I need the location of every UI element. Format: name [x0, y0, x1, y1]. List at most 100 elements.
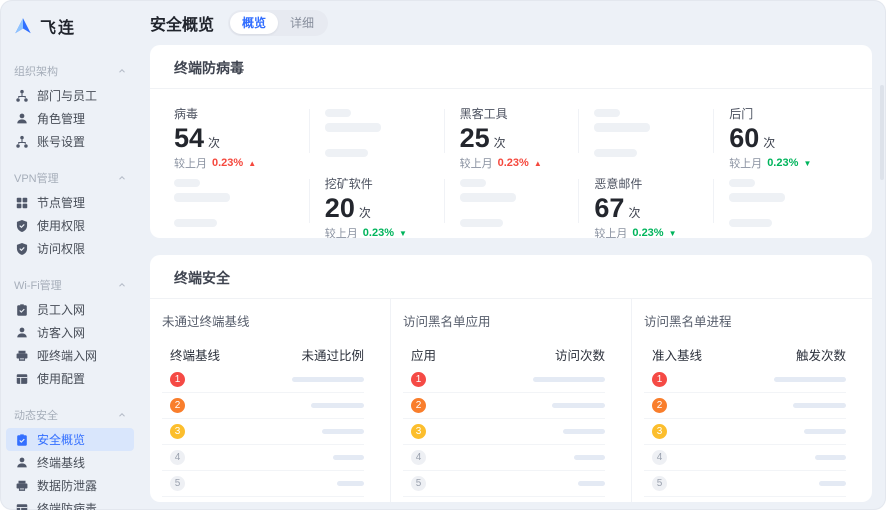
sidebar-item[interactable]: 使用配置: [6, 367, 134, 390]
rank-badge: 5: [170, 476, 185, 491]
stat-value: 60 次: [729, 123, 776, 153]
sidebar-item-label: 数据防泄露: [37, 479, 98, 493]
sidebar-item-label: 账号设置: [37, 135, 86, 149]
stat-label: 病毒: [174, 107, 199, 121]
sidebar-item[interactable]: 终端防病毒: [6, 497, 134, 510]
rank-badge: 4: [170, 450, 185, 465]
rank-badge: 1: [652, 372, 667, 387]
sidebar-item[interactable]: 节点管理: [6, 191, 134, 214]
chevron-up-icon[interactable]: [117, 66, 127, 76]
stat-value: 25 次: [459, 123, 506, 153]
antivirus-stat: 后门 60 次较上月 0.23% ▼: [713, 97, 848, 170]
table-header: 终端基线 未通过比例: [162, 345, 364, 363]
table-row: 6: [162, 497, 364, 502]
scrollbar[interactable]: [880, 85, 884, 180]
sidebar-item[interactable]: 部门与员工: [6, 84, 134, 107]
sidebar-item[interactable]: 终端基线: [6, 451, 134, 474]
sidebar-item[interactable]: 哑终端入网: [6, 344, 134, 367]
value-skeleton-bar: [578, 481, 605, 486]
value-skeleton-bar: [819, 481, 846, 486]
table-header: 准入基线 触发次数: [644, 345, 846, 363]
stat-label: 挖矿软件: [324, 177, 373, 191]
app-logo-icon: [13, 16, 33, 36]
sidebar-section-label: Wi-Fi管理: [14, 280, 62, 292]
column-header-value: 未通过比例: [301, 348, 364, 363]
trend-down-icon: ▼: [803, 159, 812, 168]
skeleton-bar: [174, 219, 217, 227]
tab-detail[interactable]: 详细: [290, 15, 315, 30]
skeleton-bar: [459, 219, 503, 227]
page-title: 安全概览: [150, 16, 215, 34]
printer-icon: [15, 479, 29, 493]
sidebar-item-label: 部门与员工: [37, 89, 98, 103]
sidebar-item-label: 终端防病毒: [37, 502, 98, 510]
sidebar-item-label: 使用权限: [37, 219, 86, 233]
sidebar-item-label: 节点管理: [37, 196, 86, 210]
table-row: 6: [403, 497, 605, 502]
sidebar-item[interactable]: 访问权限: [6, 237, 134, 260]
layout-icon: [15, 502, 29, 510]
sidebar-item[interactable]: 员工入网: [6, 298, 134, 321]
grid-icon: [15, 196, 29, 210]
stat-value: 54 次: [174, 123, 221, 153]
sidebar-section-header[interactable]: 组织架构: [0, 58, 140, 84]
table-row: 1: [403, 367, 605, 393]
sidebar-section-label: 动态安全: [14, 410, 58, 422]
rank-badge: 4: [411, 450, 426, 465]
stat-label: 黑客工具: [459, 107, 508, 121]
value-skeleton-bar: [292, 377, 364, 382]
rank-badge: 1: [170, 372, 185, 387]
sidebar-nav: 组织架构部门与员工角色管理账号设置 VPN管理节点管理使用权限访问权限 Wi-Fi管…: [0, 58, 140, 510]
sidebar-item-label: 哑终端入网: [37, 349, 98, 363]
sidebar-section-label: VPN管理: [14, 173, 59, 185]
rank-badge: 5: [411, 476, 426, 491]
value-skeleton-bar: [563, 429, 605, 434]
skeleton-bar: [174, 193, 230, 202]
tab-overview[interactable]: 概览: [230, 11, 279, 34]
sidebar-item[interactable]: 使用权限: [6, 214, 134, 237]
sidebar-section-header[interactable]: VPN管理: [0, 165, 140, 191]
skeleton-bar: [459, 193, 516, 202]
sidebar-item[interactable]: 访客入网: [6, 321, 134, 344]
table-row: 5: [403, 471, 605, 497]
chevron-up-icon[interactable]: [117, 173, 127, 183]
skeleton-bar: [594, 123, 651, 132]
sidebar-item[interactable]: 安全概览: [6, 428, 134, 451]
column-header-name: 终端基线: [170, 348, 221, 363]
user-icon: [15, 456, 29, 470]
badge-icon: [15, 303, 29, 317]
table-row: 2: [403, 393, 605, 419]
skeleton-bar: [729, 179, 756, 187]
panel-title: 未通过终端基线: [162, 315, 250, 329]
table-row: 4: [403, 445, 605, 471]
chevron-up-icon[interactable]: [117, 410, 127, 420]
antivirus-card: 终端防病毒 病毒 54 次较上月 0.23% ▲ 黑客工具 25 次较上月 0.23% ▲ 后门…: [150, 45, 872, 238]
skeleton-bar: [324, 123, 381, 132]
value-skeleton-bar: [815, 455, 846, 460]
trend-up-icon: ▲: [533, 159, 542, 168]
rank-badge: 1: [411, 372, 426, 387]
sidebar-item[interactable]: 数据防泄露: [6, 474, 134, 497]
stat-value: 67 次: [594, 193, 641, 223]
sidebar-section-header[interactable]: Wi-Fi管理: [0, 272, 140, 298]
value-skeleton-bar: [574, 455, 605, 460]
table-row: 2: [644, 393, 846, 419]
table-row: 4: [644, 445, 846, 471]
antivirus-stat: 病毒 54 次较上月 0.23% ▲: [174, 97, 309, 170]
antivirus-skeleton: [578, 97, 713, 167]
sidebar-section-header[interactable]: 动态安全: [0, 402, 140, 428]
table-row: 3: [644, 419, 846, 445]
chevron-up-icon[interactable]: [117, 280, 127, 290]
value-skeleton-bar: [774, 377, 846, 382]
stat-delta: 较上月 0.23% ▲: [459, 157, 542, 170]
antivirus-skeleton: [443, 167, 579, 237]
app-logo[interactable]: 飞连: [0, 10, 140, 46]
sidebar-item-label: 终端基线: [37, 456, 86, 470]
sidebar-item[interactable]: 角色管理: [6, 107, 134, 130]
table-row: 2: [162, 393, 364, 419]
sidebar-item[interactable]: 账号设置: [6, 130, 134, 153]
column-header-value: 触发次数: [795, 348, 846, 363]
